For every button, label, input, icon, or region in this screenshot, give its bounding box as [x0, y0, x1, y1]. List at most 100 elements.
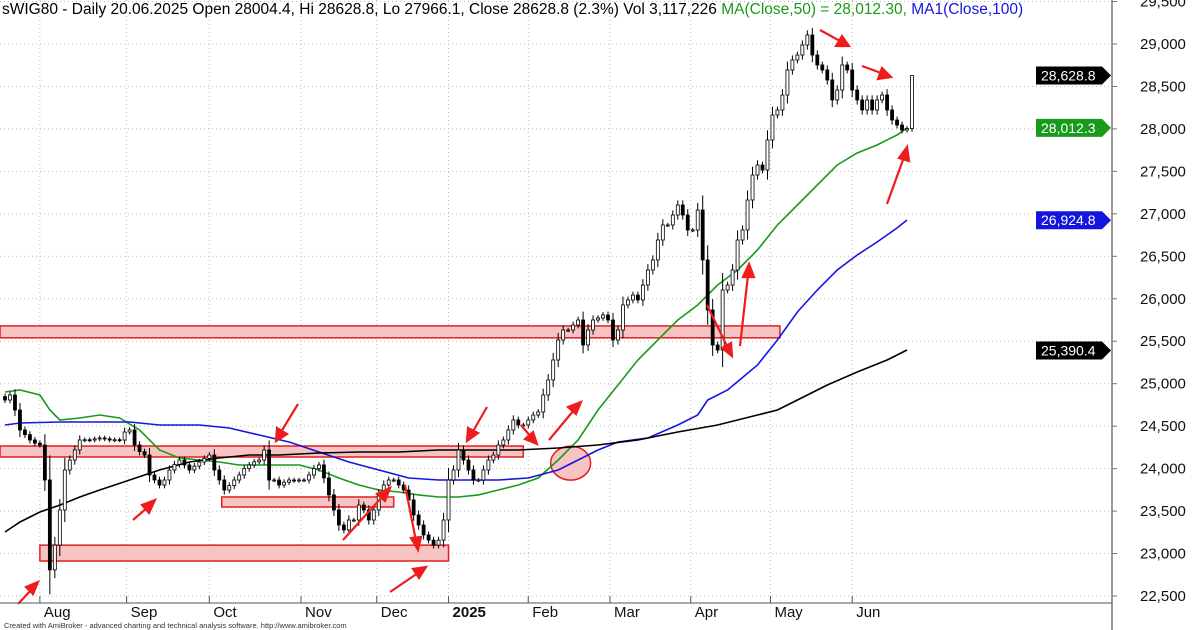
- candle-body-up: [541, 394, 546, 413]
- candle: [222, 475, 227, 495]
- candle: [810, 27, 815, 63]
- candle-body-down: [267, 449, 272, 481]
- candle-body-up: [237, 474, 242, 481]
- candle-body-up: [52, 544, 57, 571]
- candle: [42, 434, 47, 491]
- footer-credit: Created with AmiBroker - advanced charti…: [4, 621, 347, 630]
- candle-body-up: [775, 109, 780, 116]
- candle: [28, 431, 32, 444]
- candle: [596, 315, 600, 323]
- candle-body-down: [341, 524, 346, 531]
- candle-body-up: [645, 269, 650, 286]
- y-tick-label: 24,500: [1140, 418, 1186, 435]
- candle: [237, 471, 242, 484]
- candle: [476, 477, 481, 483]
- candle: [700, 195, 705, 275]
- arrow-icon: [819, 29, 852, 48]
- y-tick-label: 25,000: [1140, 376, 1186, 393]
- candle: [371, 505, 376, 525]
- candle: [336, 504, 341, 531]
- candle: [341, 521, 346, 534]
- candle: [586, 324, 590, 351]
- x-tick-label: Jun: [856, 604, 880, 621]
- ma100-tag: 26,924.8: [1041, 212, 1096, 228]
- candle: [137, 441, 142, 456]
- candle: [416, 510, 421, 530]
- candle: [67, 455, 72, 475]
- candle-body-down: [13, 394, 17, 411]
- candle: [551, 352, 556, 388]
- candle: [501, 436, 506, 449]
- candle-body-up: [690, 229, 695, 232]
- candle: [526, 416, 531, 429]
- candle-body-up: [720, 289, 725, 351]
- candle: [785, 61, 790, 104]
- candle: [536, 409, 541, 418]
- candle: [227, 482, 232, 494]
- candle-body-down: [182, 459, 187, 466]
- candle: [107, 436, 112, 443]
- candle: [695, 202, 700, 238]
- candle-body-up: [197, 461, 202, 467]
- candle: [905, 126, 909, 133]
- candle: [451, 465, 456, 485]
- candle: [566, 327, 571, 333]
- candle: [725, 281, 730, 294]
- candle-body-down: [411, 499, 416, 516]
- candle-body-up: [805, 34, 810, 46]
- title-ma100: MA1(Close,100): [911, 1, 1024, 18]
- ma200-tag: 25,390.4: [1041, 343, 1096, 359]
- candle: [865, 95, 870, 115]
- candle-body-up: [491, 454, 496, 461]
- candle-body-up: [92, 438, 97, 441]
- candle-body-down: [715, 344, 720, 351]
- candle: [456, 442, 461, 478]
- candle-body-down: [845, 64, 850, 71]
- candle-body-down: [850, 69, 855, 91]
- ma100-tag-bg: [1036, 211, 1111, 230]
- candle: [391, 477, 396, 483]
- candle: [556, 332, 561, 368]
- candle-body-up: [601, 314, 605, 319]
- candle-body-up: [232, 479, 237, 487]
- candle-body-up: [725, 284, 730, 291]
- candle-body-up: [730, 269, 735, 286]
- candle: [312, 464, 316, 479]
- candle: [805, 30, 810, 50]
- candle-body-down: [396, 479, 401, 486]
- arrow-icon: [861, 64, 894, 81]
- candle: [910, 75, 914, 132]
- candle: [212, 449, 217, 476]
- x-tick-label: Apr: [695, 604, 718, 621]
- candle: [611, 312, 615, 348]
- grid: [0, 0, 1112, 603]
- candle-body-down: [870, 99, 875, 111]
- candle-body-up: [371, 509, 376, 521]
- candle: [77, 435, 82, 455]
- candle-body-up: [441, 519, 446, 541]
- candle-body-up: [302, 479, 306, 482]
- candle: [670, 210, 675, 230]
- chart-title: sWIG80 - Daily 20.06.2025 Open 28004.4, …: [2, 0, 1110, 20]
- candle: [750, 166, 755, 209]
- candle-body-up: [476, 479, 481, 482]
- candles: [3, 27, 914, 595]
- candle: [705, 245, 710, 325]
- candle: [122, 427, 127, 445]
- candle-body-up: [297, 479, 301, 482]
- candle-body-up: [172, 463, 177, 471]
- arrow-icon: [885, 144, 911, 205]
- candle: [62, 457, 67, 523]
- candle: [640, 279, 645, 306]
- candle: [800, 40, 805, 60]
- x-tick-label: Dec: [381, 604, 408, 621]
- candle: [815, 50, 820, 70]
- candle: [606, 311, 610, 324]
- candle: [496, 440, 501, 460]
- candle-body-down: [361, 504, 366, 511]
- candle: [616, 325, 620, 345]
- candle-body-down: [18, 409, 22, 431]
- candle-body-up: [551, 359, 556, 381]
